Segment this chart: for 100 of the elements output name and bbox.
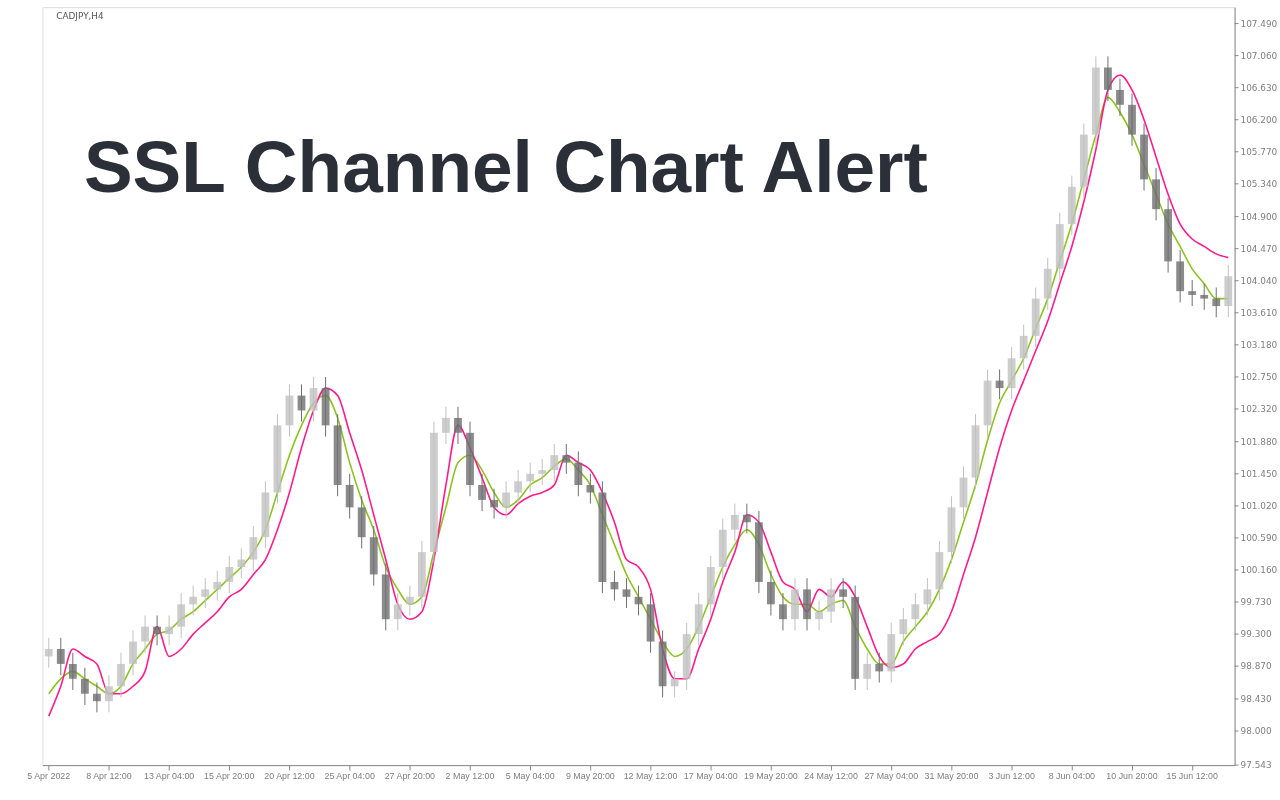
x-tick-label: 5 May 04:00 (505, 771, 555, 782)
y-tick-label: 104.900 (1240, 211, 1278, 222)
x-tick-label: 8 Apr 12:00 (86, 771, 132, 782)
candlestick (562, 443, 571, 475)
candlestick (550, 443, 559, 482)
x-tick-label: 8 Jun 04:00 (1048, 771, 1096, 782)
x-tick-label: 24 May 12:00 (804, 771, 859, 782)
y-tick-label: 100.160 (1240, 564, 1278, 575)
candlestick (80, 667, 89, 706)
x-tick-label: 5 Apr 2022 (27, 771, 71, 782)
candlestick (911, 592, 920, 631)
candlestick (141, 614, 149, 654)
candlestick (923, 577, 932, 616)
candlestick (237, 547, 246, 579)
y-tick-label: 107.490 (1240, 18, 1278, 29)
candlestick (153, 614, 161, 646)
x-tick-label: 3 Jun 12:00 (988, 771, 1035, 782)
candlestick (622, 577, 631, 609)
candlestick (249, 525, 258, 572)
y-tick-label: 98.000 (1240, 725, 1272, 736)
candlestick (405, 585, 414, 616)
chart-subtitle: CADJPY,H4 (56, 10, 105, 21)
y-tick-label: 104.040 (1240, 275, 1278, 286)
candlestick (129, 629, 137, 676)
candlestick (225, 555, 234, 594)
candlestick (177, 592, 186, 639)
candlestick (189, 585, 198, 616)
candlestick (1212, 286, 1221, 318)
candlestick (490, 488, 498, 520)
x-tick-label: 17 May 04:00 (683, 771, 738, 782)
candlestick (815, 600, 823, 631)
y-tick-label: 105.770 (1240, 146, 1278, 157)
y-tick-label: 99.730 (1240, 597, 1272, 608)
candlestick (478, 473, 486, 512)
x-tick-label: 10 Jun 20:00 (1106, 771, 1158, 782)
candlestick (442, 406, 450, 445)
candlestick (995, 368, 1004, 400)
y-tick-label: 106.200 (1240, 114, 1278, 125)
candlestick (670, 670, 679, 698)
candlestick (574, 450, 583, 497)
y-tick-label: 104.470 (1240, 243, 1278, 254)
x-tick-label: 15 Jun 12:00 (1166, 771, 1218, 782)
candlestick (213, 570, 222, 602)
candlestick (899, 607, 908, 646)
y-tick-label: 103.610 (1240, 307, 1278, 318)
y-tick-label: 106.630 (1240, 82, 1278, 93)
candlestick (538, 458, 547, 486)
y-tick-label: 101.880 (1240, 436, 1278, 447)
x-tick-label: 15 Apr 20:00 (204, 771, 255, 782)
y-tick-label: 102.750 (1240, 371, 1278, 382)
x-tick-label: 2 May 12:00 (445, 771, 495, 782)
candlestick (117, 652, 125, 698)
candlestick (767, 570, 775, 616)
candlestick (393, 592, 402, 631)
y-tick-label: 100.590 (1240, 532, 1278, 543)
candlestick (92, 682, 101, 713)
x-tick-label: 27 May 04:00 (864, 771, 919, 782)
y-tick-label: 101.450 (1240, 468, 1278, 479)
candlestick (827, 577, 836, 624)
candlestick (502, 480, 511, 520)
y-tick-label: 103.180 (1240, 339, 1278, 350)
x-tick-label: 13 Apr 04:00 (143, 771, 195, 782)
x-tick-label: 25 Apr 04:00 (324, 771, 375, 782)
candlestick (875, 652, 884, 684)
candlestick (742, 503, 751, 534)
x-tick-label: 27 Apr 20:00 (384, 771, 436, 782)
y-tick-label: 105.340 (1240, 178, 1278, 189)
y-tick-label: 99.300 (1240, 629, 1272, 640)
candlestick (586, 473, 595, 505)
text: SSL Channel Chart Alert (83, 125, 928, 207)
candlestick (454, 406, 462, 445)
candlestick (1188, 279, 1197, 307)
y-tick-label: 101.020 (1240, 500, 1278, 511)
y-tick-label: 107.060 (1240, 50, 1278, 61)
candlestick (345, 473, 354, 520)
candlestick (730, 503, 739, 542)
y-tick-label: 98.430 (1240, 693, 1272, 704)
candlestick (839, 577, 848, 609)
candlestick (514, 469, 523, 505)
candlestick (526, 462, 535, 493)
candlestick (779, 592, 787, 631)
candlestick (863, 652, 872, 691)
x-tick-label: 9 May 20:00 (565, 771, 615, 782)
candlestick (1200, 283, 1209, 311)
x-tick-label: 31 May 20:00 (924, 771, 979, 782)
y-tick-label: 98.870 (1240, 661, 1272, 672)
candlestick (56, 637, 65, 676)
candlestick (68, 652, 77, 691)
candlestick (1019, 324, 1028, 370)
candlestick (105, 674, 113, 713)
candlestick (1116, 78, 1124, 117)
x-tick-label: 19 May 20:00 (744, 771, 798, 782)
y-tick-label: 102.320 (1240, 403, 1278, 414)
candlestick (201, 577, 210, 609)
candlestick (44, 637, 53, 669)
candlestick (1104, 55, 1112, 102)
y-tick-label: 97.543 (1240, 760, 1272, 771)
x-tick-label: 20 Apr 12:00 (264, 771, 315, 782)
x-tick-label: 12 May 12:00 (623, 771, 678, 782)
candlestick (165, 614, 174, 646)
